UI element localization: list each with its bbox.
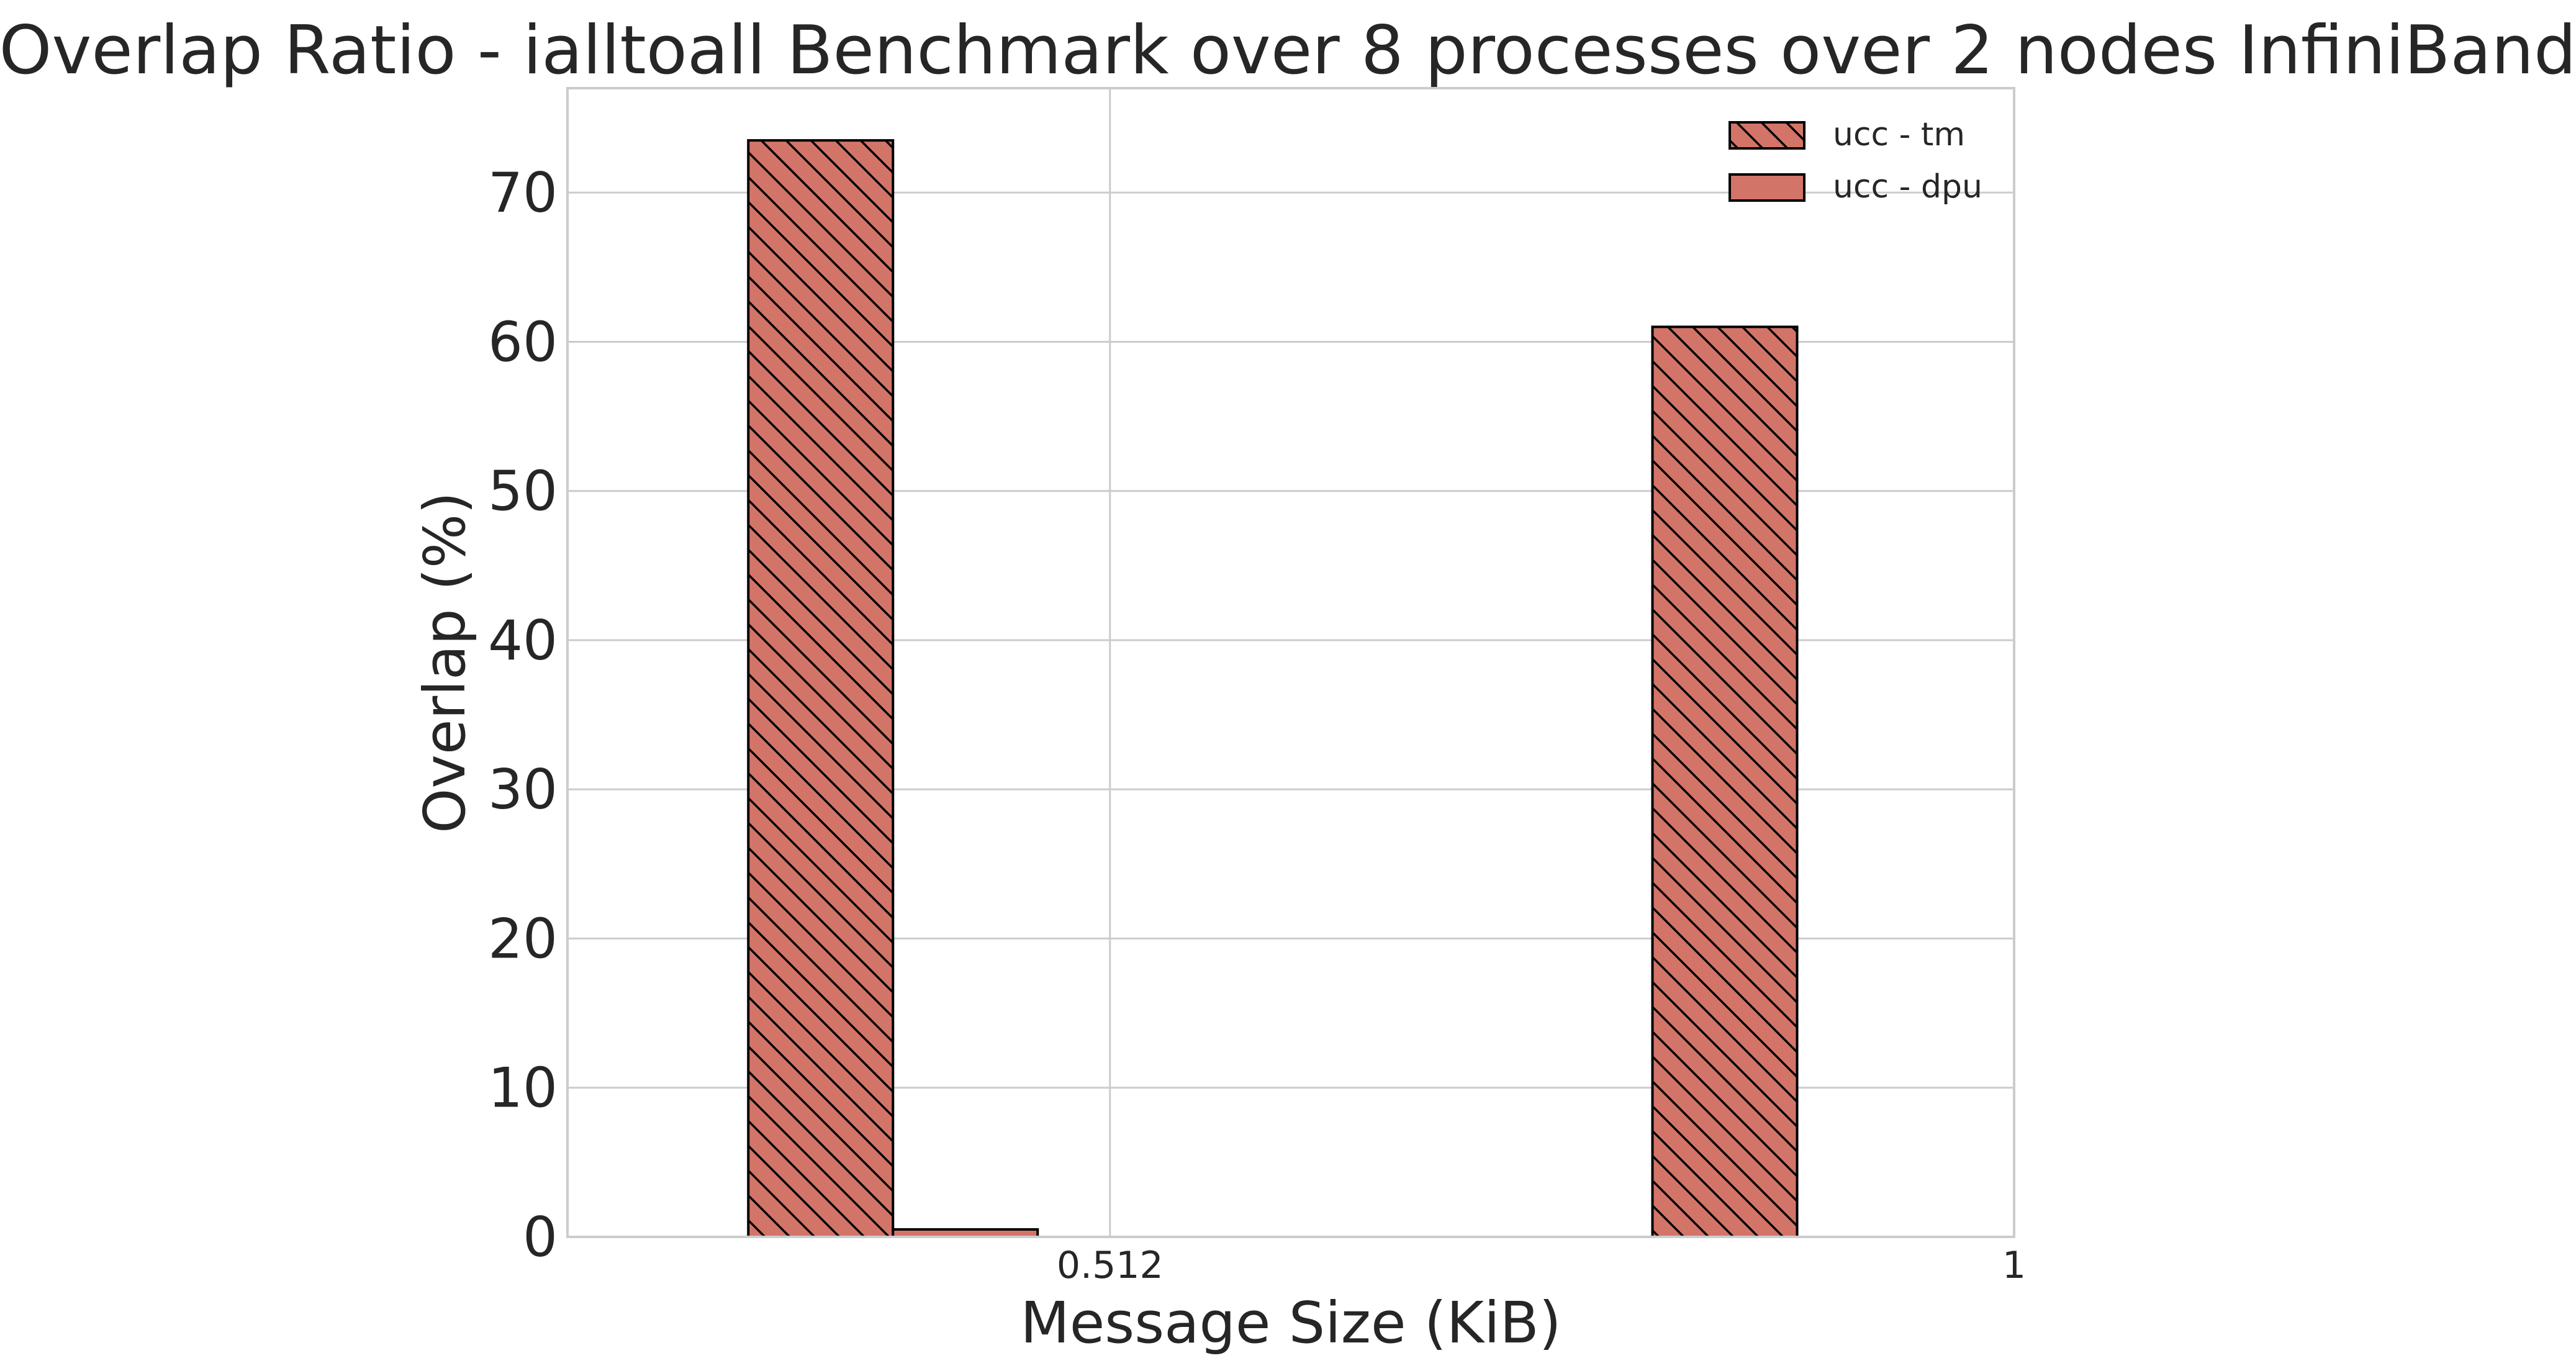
y-tick-label: 70 (488, 161, 558, 225)
legend-swatch (1729, 121, 1805, 150)
y-tick-label: 50 (488, 459, 558, 523)
legend-swatch (1729, 173, 1805, 202)
bar-ucc-tm-1 (1651, 325, 1799, 1239)
y-tick-label: 0 (523, 1205, 558, 1269)
y-tick-label: 60 (488, 310, 558, 374)
x-axis-label: Message Size (KiB) (1020, 1290, 1561, 1356)
y-tick-label: 30 (488, 758, 558, 821)
bars (747, 139, 1799, 1239)
y-tick-label: 10 (488, 1056, 558, 1120)
y-tick-label: 40 (488, 609, 558, 672)
x-tick-label: 0.512 (1057, 1244, 1164, 1287)
y-axis-label: Overlap (%) (412, 492, 478, 833)
x-tick-labels: 0.512 1 (1057, 1244, 2026, 1287)
y-tick-label: 20 (488, 907, 558, 971)
y-tick-labels: 0 10 20 30 40 50 60 70 (488, 161, 558, 1269)
x-tick-label: 1 (2002, 1244, 2026, 1287)
legend-label: ucc - dpu (1833, 168, 1982, 206)
legend-label: ucc - tm (1833, 116, 1965, 153)
bar-ucc-tm-0 (747, 139, 895, 1238)
legend: ucc - tm ucc - dpu (1729, 116, 1982, 206)
chart-title: Overlap Ratio - ialltoall Benchmark over… (0, 12, 2576, 89)
plot-frame (566, 87, 2015, 1238)
